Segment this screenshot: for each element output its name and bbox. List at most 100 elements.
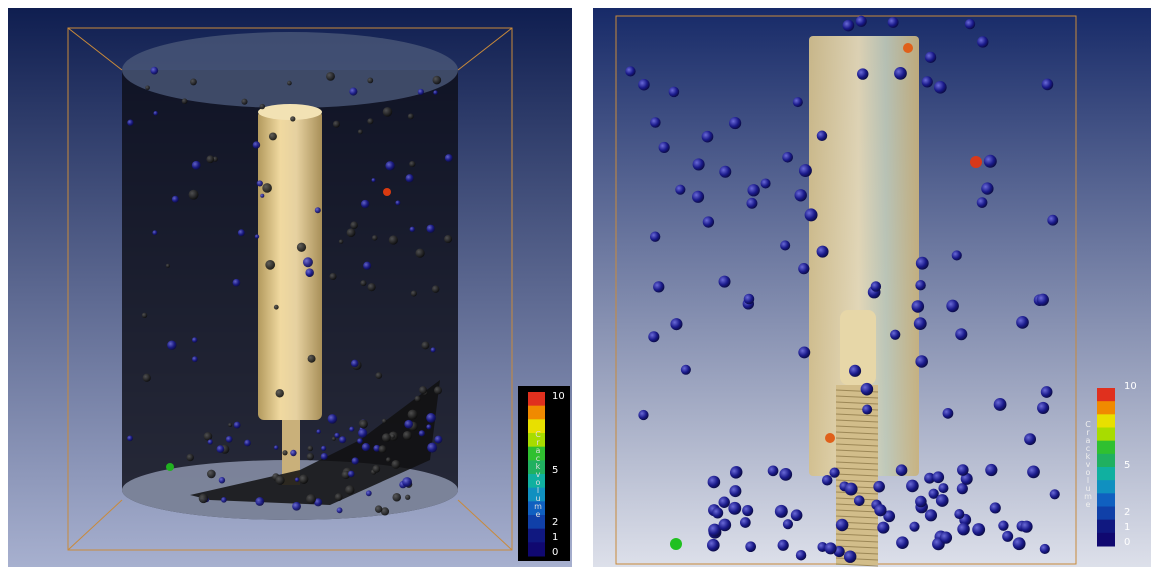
- sphere: [431, 347, 436, 352]
- sphere: [166, 264, 170, 268]
- sphere: [349, 427, 354, 432]
- sphere: [653, 281, 664, 292]
- sphere: [415, 249, 424, 258]
- sphere: [719, 276, 731, 288]
- colorbar-bin: [1097, 454, 1115, 468]
- colorbar-label: 2: [552, 517, 558, 528]
- sphere: [650, 117, 660, 127]
- sphere: [780, 240, 790, 250]
- sphere-orange: [903, 43, 913, 53]
- sphere: [896, 536, 909, 549]
- sphere: [189, 190, 199, 200]
- sphere: [274, 305, 279, 310]
- sphere: [817, 246, 829, 258]
- sphere-red: [970, 156, 982, 168]
- sphere: [744, 294, 755, 305]
- sphere: [287, 81, 292, 86]
- sphere: [670, 318, 682, 330]
- sphere: [192, 337, 197, 342]
- sphere: [791, 509, 803, 521]
- sphere: [1002, 531, 1013, 542]
- colorbar-title: Crackvolume: [1083, 420, 1092, 508]
- right-view: Crackvolume 10 5 2 1 0: [593, 8, 1151, 567]
- sphere: [299, 474, 308, 483]
- sphere: [648, 331, 659, 342]
- sphere: [409, 161, 415, 167]
- sphere: [418, 89, 424, 95]
- sphere: [890, 330, 900, 340]
- sphere: [389, 235, 398, 244]
- sphere: [805, 208, 818, 221]
- sphere: [419, 386, 427, 394]
- sphere: [1027, 465, 1040, 478]
- sphere: [255, 497, 264, 506]
- sphere: [796, 550, 806, 560]
- sphere: [977, 197, 988, 208]
- sphere: [829, 468, 839, 478]
- colorbar-bin: [1097, 480, 1115, 494]
- rod-top: [258, 104, 322, 120]
- sphere: [943, 408, 954, 419]
- sphere: [708, 476, 721, 489]
- sphere: [333, 121, 340, 128]
- sphere: [395, 200, 400, 205]
- colorbar-label: 10: [1124, 381, 1137, 392]
- sphere: [729, 117, 741, 129]
- sphere: [255, 234, 259, 238]
- sphere: [187, 454, 194, 461]
- sphere: [896, 464, 908, 476]
- sphere: [332, 437, 336, 441]
- sphere: [366, 490, 372, 496]
- sphere: [345, 485, 354, 494]
- sphere: [793, 97, 803, 107]
- sphere-orange: [825, 433, 835, 443]
- sphere: [372, 178, 376, 182]
- sphere: [916, 257, 929, 270]
- sphere: [153, 111, 158, 116]
- sphere: [906, 480, 919, 493]
- sphere: [712, 507, 723, 518]
- colorbar-title: Crackvolume: [533, 430, 542, 518]
- sphere: [445, 154, 453, 162]
- sphere-green: [670, 538, 682, 550]
- sphere: [206, 155, 214, 163]
- sphere: [825, 542, 837, 554]
- sphere: [873, 481, 885, 493]
- colorbar-bin: [1097, 428, 1115, 442]
- sphere: [410, 227, 415, 232]
- sphere: [650, 232, 660, 242]
- sphere: [167, 340, 176, 349]
- sphere: [152, 230, 157, 235]
- sphere: [199, 494, 208, 503]
- sphere: [728, 502, 741, 515]
- sphere: [702, 131, 714, 143]
- colorbar-label: 10: [552, 391, 565, 402]
- sphere: [308, 355, 316, 363]
- sphere: [182, 98, 188, 104]
- sphere: [403, 431, 412, 440]
- sphere: [693, 158, 705, 170]
- sphere: [836, 519, 849, 532]
- sphere: [965, 19, 975, 29]
- sphere: [934, 81, 947, 94]
- sphere: [954, 509, 964, 519]
- sphere: [625, 66, 635, 76]
- sphere: [297, 243, 306, 252]
- sphere: [408, 410, 418, 420]
- sphere: [638, 79, 650, 91]
- sphere: [295, 478, 299, 482]
- sphere: [845, 483, 858, 496]
- sphere: [316, 429, 320, 433]
- sphere: [912, 300, 925, 313]
- sphere: [922, 76, 933, 87]
- sphere: [190, 79, 197, 86]
- sphere: [415, 396, 421, 402]
- sphere: [373, 465, 381, 473]
- sphere: [339, 239, 343, 243]
- sphere: [1042, 79, 1054, 91]
- sphere: [861, 383, 874, 396]
- sphere: [433, 76, 442, 85]
- sphere: [778, 540, 789, 551]
- colorbar-label: 0: [552, 547, 558, 558]
- sphere: [334, 433, 339, 438]
